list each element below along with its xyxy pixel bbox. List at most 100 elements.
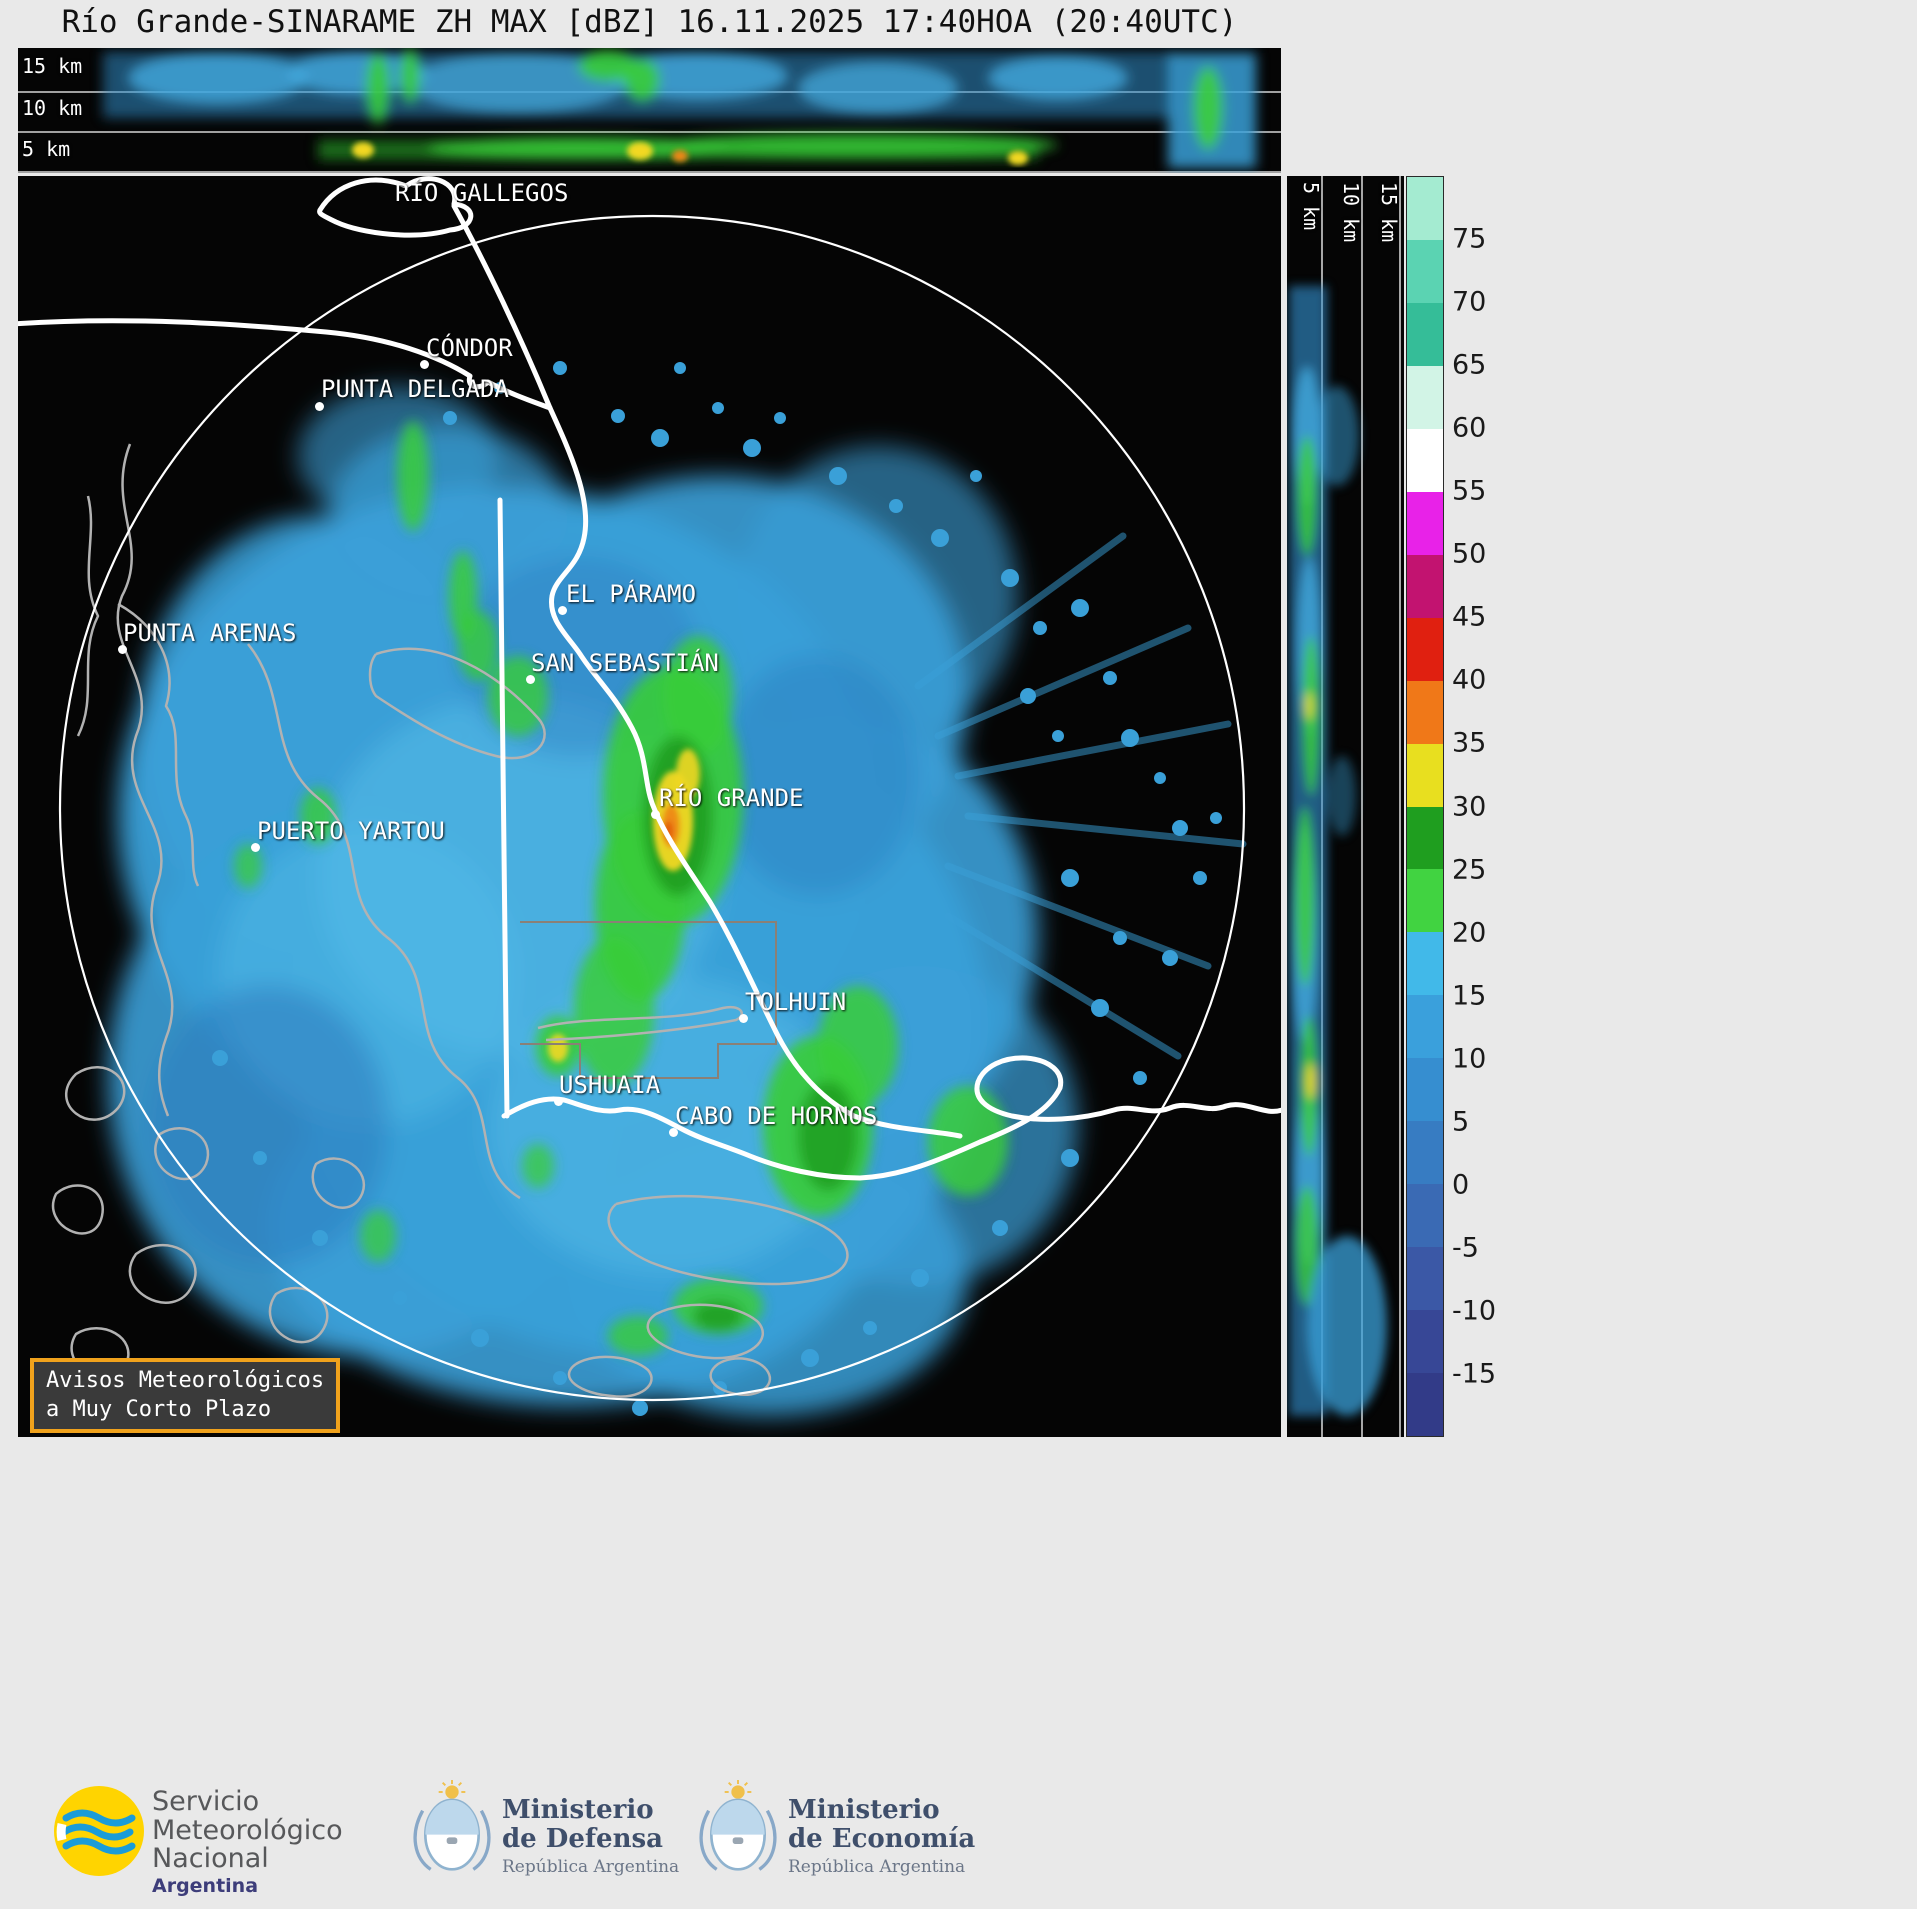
smn-wordmark: Servicio Meteorológico Nacional Argentin… — [152, 1786, 343, 1897]
place-label-rio-grande: RÍO GRANDE — [659, 784, 804, 812]
smn-line3: Nacional — [152, 1843, 269, 1875]
place-label-san-sebastian: SAN SEBASTIÁN — [531, 649, 719, 677]
place-label-tolhuin: TOLHUIN — [745, 988, 847, 1016]
colorbar — [1406, 176, 1444, 1437]
coastline-white — [18, 176, 1281, 1181]
right-altitude-label-5km: 5 km — [1299, 182, 1323, 231]
smn-logo — [54, 1786, 144, 1876]
colorbar-tick-25: 25 — [1452, 854, 1487, 886]
colorbar-tick-45: 45 — [1452, 601, 1487, 633]
colorbar-tick-50: 50 — [1452, 538, 1487, 570]
right-altitude-label-10km: 10 km — [1339, 182, 1363, 243]
place-label-punta-delgada: PUNTA DELGADA — [321, 375, 509, 403]
place-label-cabo-de-hornos: CABO DE HORNOS — [675, 1102, 878, 1130]
colorbar-tick-65: 65 — [1452, 349, 1487, 381]
defensa-emblem — [413, 1780, 491, 1871]
colorbar-segment-20-25 — [1407, 869, 1443, 933]
economia-sub: República Argentina — [788, 1857, 966, 1878]
place-dot-el-paramo — [558, 606, 567, 615]
colorbar-segment-5-10 — [1407, 1058, 1443, 1122]
colorbar-tick-70: 70 — [1452, 286, 1487, 318]
colorbar-segment-55-60 — [1407, 428, 1443, 492]
economia-line2: de Economía — [788, 1824, 976, 1855]
warning-box-line2: a Muy Corto Plazo — [46, 1396, 272, 1422]
right-cross-section-canvas — [1289, 176, 1401, 1437]
colorbar-tick-20: 20 — [1452, 917, 1487, 949]
colorbar-tick-55: 55 — [1452, 475, 1487, 507]
smn-country: Argentina — [152, 1874, 259, 1897]
place-dot-tolhuin — [739, 1014, 748, 1023]
colorbar-segment-65-70 — [1407, 302, 1443, 366]
colorbar-segment--10--5 — [1407, 1247, 1443, 1311]
economia-wordmark: Ministerio de Economía República Argenti… — [788, 1795, 976, 1878]
colorbar-tick--15: -15 — [1452, 1358, 1497, 1390]
place-dot-rio-grande — [651, 810, 660, 819]
top-echo-cores — [352, 142, 1028, 165]
echo-layer-core — [548, 749, 700, 1062]
radar-range-ring — [58, 214, 1246, 1402]
place-dot-san-sebastian — [526, 675, 535, 684]
main-radar-panel: RÍO GALLEGOS CÓNDOR PUNTA DELGADA EL PÁRAMO… — [18, 176, 1281, 1437]
colorbar-segment-15-20 — [1407, 932, 1443, 996]
defensa-sub: República Argentina — [502, 1857, 680, 1878]
right-echo-layer — [1289, 286, 1387, 1416]
top-cross-section-panel: 15 km 10 km 5 km — [18, 48, 1281, 173]
right-cross-section-panel: 5 km 10 km 15 km — [1287, 176, 1404, 1437]
colorbar-tick-10: 10 — [1452, 1043, 1487, 1075]
echo-radial-streaks — [914, 532, 1247, 1060]
colorbar-segment-45-50 — [1407, 554, 1443, 618]
colorbar-tick--10: -10 — [1452, 1295, 1497, 1327]
colorbar-segment-60-65 — [1407, 365, 1443, 429]
altitude-label-15km: 15 km — [22, 54, 83, 78]
admin-border — [520, 921, 777, 1079]
economia-line1: Ministerio — [788, 1795, 940, 1825]
colorbar-segment--15--10 — [1407, 1310, 1443, 1374]
colorbar-segment-50-55 — [1407, 491, 1443, 555]
warning-box-button[interactable]: Avisos Meteorológicos a Muy Corto Plazo — [30, 1358, 341, 1434]
economia-emblem — [699, 1780, 777, 1871]
colorbar-segment-10-15 — [1407, 995, 1443, 1059]
smn-line2: Meteorológico — [152, 1814, 343, 1846]
place-dot-condor — [420, 360, 429, 369]
colorbar-segment-70-75 — [1407, 239, 1443, 303]
top-cross-section-canvas — [18, 48, 1281, 173]
border-meridian-line — [497, 497, 510, 1119]
warning-box-line1: Avisos Meteorológicos — [46, 1368, 325, 1393]
place-label-punta-arenas: PUNTA ARENAS — [123, 619, 297, 647]
smn-line1: Servicio — [152, 1786, 260, 1817]
colorbar-tick-35: 35 — [1452, 727, 1487, 759]
top-echo-layer — [103, 48, 1256, 168]
colorbar-ticks: 75 70 65 60 55 50 45 40 35 30 25 20 15 10 5 0 -5 -10 -15 — [1452, 176, 1532, 1437]
colorbar-segment-40-45 — [1407, 617, 1443, 681]
echo-speckles — [212, 361, 1222, 1416]
main-radar-canvas — [18, 176, 1281, 1416]
colorbar-segment-25-30 — [1407, 806, 1443, 870]
place-label-rio-gallegos: RÍO GALLEGOS — [395, 179, 569, 207]
colorbar-segment-75-80 — [1407, 177, 1443, 240]
place-dot-punta-arenas — [118, 645, 127, 654]
page-title: Río Grande-SINARAME ZH MAX [dBZ] 16.11.2… — [61, 4, 1238, 40]
place-label-ushuaia: USHUAIA — [559, 1071, 661, 1099]
footer: Servicio Meteorológico Nacional Argentin… — [0, 1760, 1917, 1909]
colorbar-segment-35-40 — [1407, 680, 1443, 744]
place-dot-puerto-yartou — [251, 843, 260, 852]
colorbar-segment-30-35 — [1407, 743, 1443, 807]
defensa-line2: de Defensa — [502, 1824, 663, 1855]
echo-layer-green — [234, 421, 1008, 1356]
colorbar-tick--5: -5 — [1452, 1232, 1479, 1264]
altitude-label-10km: 10 km — [22, 96, 83, 120]
colorbar-tick-5: 5 — [1452, 1106, 1470, 1138]
place-label-puerto-yartou: PUERTO YARTOU — [257, 817, 445, 845]
colorbar-tick-40: 40 — [1452, 664, 1487, 696]
colorbar-tick-0: 0 — [1452, 1169, 1470, 1201]
place-dot-punta-delgada — [315, 402, 324, 411]
colorbar-tick-30: 30 — [1452, 791, 1487, 822]
colorbar-segment-0-5 — [1407, 1121, 1443, 1185]
place-dot-cabo-de-hornos — [669, 1128, 678, 1137]
colorbar-tick-60: 60 — [1452, 412, 1487, 444]
place-label-condor: CÓNDOR — [426, 334, 513, 362]
right-altitude-label-15km: 15 km — [1377, 182, 1401, 243]
colorbar-segment--5-0 — [1407, 1184, 1443, 1248]
colorbar-tick-15: 15 — [1452, 980, 1487, 1012]
